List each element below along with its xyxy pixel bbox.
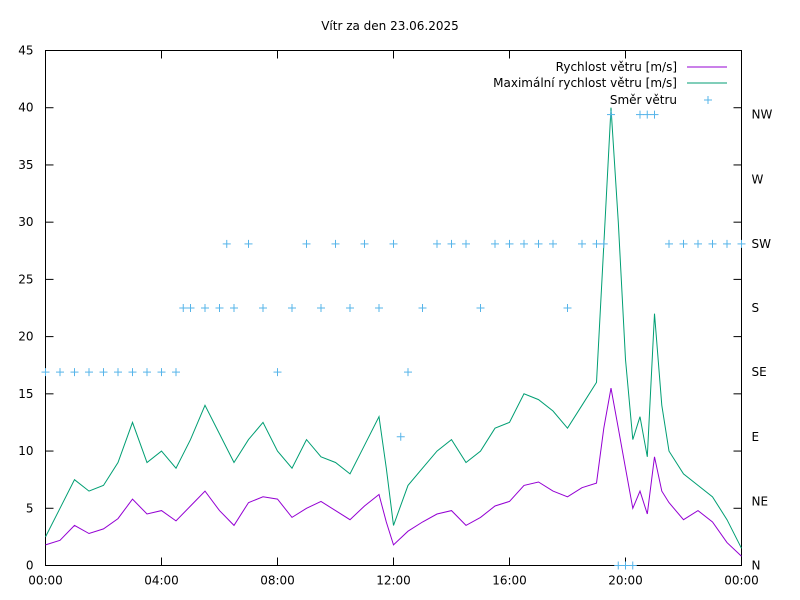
direction-point — [737, 239, 746, 248]
direction-point — [636, 110, 644, 119]
direction-point — [404, 368, 412, 377]
direction-point — [317, 304, 325, 312]
direction-point — [302, 239, 311, 248]
direction-point — [694, 239, 702, 248]
direction-point — [418, 304, 427, 312]
direction-point — [259, 304, 267, 312]
y2-tick-label: SE — [752, 365, 767, 379]
direction-point — [643, 110, 652, 119]
series-line-1 — [45, 107, 742, 549]
direction-point — [99, 368, 108, 377]
x-axis: 00:00 04:00 08:00 12:00 16:00 20:00 00:00 — [28, 50, 759, 588]
y-tick-label: 25 — [18, 272, 33, 286]
direction-point — [534, 239, 543, 248]
plot-area — [45, 50, 742, 566]
direction-point — [56, 368, 64, 377]
direction-point — [186, 304, 195, 312]
direction-point — [679, 239, 688, 248]
direction-point — [215, 304, 224, 312]
direction-point — [607, 110, 615, 119]
y-tick-label: 15 — [18, 387, 33, 401]
direction-point — [222, 239, 231, 248]
direction-point — [201, 304, 209, 312]
y2-tick-label: W — [752, 172, 764, 186]
direction-point — [650, 110, 659, 119]
direction-point — [360, 239, 369, 248]
direction-point — [708, 239, 717, 248]
y-tick-label: 5 — [26, 501, 34, 515]
direction-point — [665, 239, 673, 248]
direction-point — [375, 304, 383, 312]
x-tick-label: 04:00 — [144, 574, 179, 588]
direction-point — [578, 239, 586, 248]
legend-label-max-speed: Maximální rychlost větru [m/s] — [493, 76, 677, 90]
y-tick-label: 45 — [18, 44, 33, 58]
direction-point — [41, 368, 50, 377]
direction-point — [85, 368, 93, 377]
y-tick-label: 0 — [26, 559, 34, 573]
y-tick-label: 30 — [18, 215, 33, 229]
direction-point — [288, 304, 296, 312]
legend: Rychlost větru [m/s] Maximální rychlost … — [493, 60, 727, 107]
series-line-0 — [45, 388, 742, 557]
y2-tick-label: N — [752, 559, 761, 573]
series-layer — [41, 107, 746, 570]
legend-label-direction: Směr větru — [610, 93, 677, 107]
direction-point — [549, 239, 557, 248]
y2-tick-label: E — [752, 430, 760, 444]
direction-point — [599, 239, 608, 248]
y2-tick-label: NW — [752, 108, 773, 122]
direction-point — [114, 368, 122, 377]
x-tick-label: 00:00 — [28, 574, 63, 588]
y-tick-label: 35 — [18, 158, 33, 172]
y-tick-label: 40 — [18, 101, 33, 115]
direction-point — [273, 368, 282, 377]
direction-point — [621, 561, 630, 570]
direction-point — [179, 304, 188, 312]
direction-point — [491, 239, 499, 248]
direction-point — [346, 304, 354, 312]
direction-point — [723, 239, 731, 248]
direction-point — [505, 239, 514, 248]
direction-point — [230, 304, 238, 312]
y2-tick-label: NE — [752, 494, 769, 508]
direction-point — [331, 239, 340, 248]
direction-point — [628, 561, 637, 570]
direction-point — [244, 239, 253, 248]
x-tick-label: 00:00 — [724, 574, 759, 588]
direction-point — [614, 561, 623, 570]
legend-label-speed: Rychlost větru [m/s] — [556, 60, 677, 74]
legend-swatch-direction — [704, 96, 712, 104]
direction-point — [396, 432, 405, 441]
y-axis: 0 5 10 15 20 25 30 35 40 45 — [18, 44, 742, 573]
direction-point — [143, 368, 151, 377]
direction-point — [520, 239, 528, 248]
direction-point — [462, 239, 470, 248]
x-tick-label: 12:00 — [376, 574, 411, 588]
y-tick-label: 10 — [18, 444, 33, 458]
y-tick-label: 20 — [18, 330, 33, 344]
direction-point — [433, 239, 441, 248]
chart-title: Vítr za den 23.06.2025 — [321, 19, 459, 33]
direction-point — [447, 239, 456, 248]
x-tick-label: 16:00 — [492, 574, 527, 588]
y2-tick-label: S — [752, 301, 760, 315]
y2-axis: N NE E SE S SW W NW — [752, 108, 773, 573]
x-tick-label: 20:00 — [608, 574, 643, 588]
direction-point — [592, 239, 601, 248]
x-tick-label: 08:00 — [260, 574, 295, 588]
direction-point — [476, 304, 485, 312]
direction-point — [563, 304, 572, 312]
direction-point — [389, 239, 398, 248]
direction-point — [70, 368, 79, 377]
y2-tick-label: SW — [752, 237, 772, 251]
direction-point — [172, 368, 180, 377]
direction-point — [157, 368, 166, 377]
direction-point — [128, 368, 137, 377]
